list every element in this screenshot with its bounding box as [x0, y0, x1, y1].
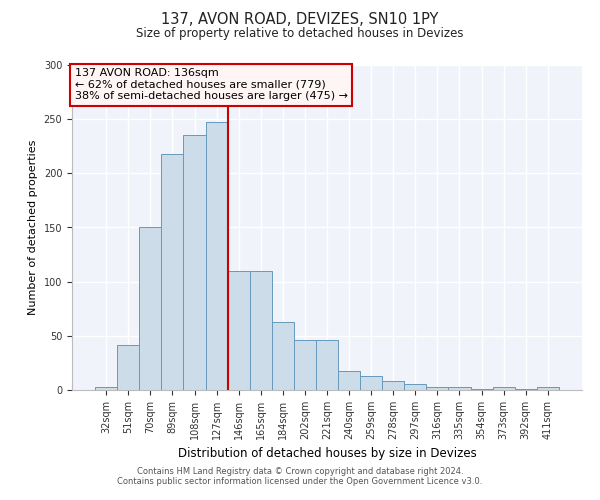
Bar	[427, 387, 448, 390]
Bar	[537, 387, 559, 390]
Bar	[338, 370, 360, 390]
Bar	[294, 340, 316, 390]
Bar	[139, 228, 161, 390]
Text: 137, AVON ROAD, DEVIZES, SN10 1PY: 137, AVON ROAD, DEVIZES, SN10 1PY	[161, 12, 439, 28]
Bar	[206, 122, 227, 390]
Bar	[184, 136, 206, 390]
Bar	[470, 389, 493, 390]
Y-axis label: Number of detached properties: Number of detached properties	[28, 140, 38, 315]
Bar	[272, 322, 294, 390]
Bar	[382, 382, 404, 390]
Bar	[360, 376, 382, 390]
Bar	[227, 271, 250, 390]
Text: Contains HM Land Registry data © Crown copyright and database right 2024.: Contains HM Land Registry data © Crown c…	[137, 467, 463, 476]
Text: Contains public sector information licensed under the Open Government Licence v3: Contains public sector information licen…	[118, 477, 482, 486]
Bar	[404, 384, 427, 390]
Text: 137 AVON ROAD: 136sqm
← 62% of detached houses are smaller (779)
38% of semi-det: 137 AVON ROAD: 136sqm ← 62% of detached …	[74, 68, 347, 102]
Bar	[316, 340, 338, 390]
Bar	[117, 344, 139, 390]
Bar	[493, 387, 515, 390]
Bar	[95, 387, 117, 390]
Bar	[515, 389, 537, 390]
Bar	[250, 271, 272, 390]
Bar	[448, 387, 470, 390]
Text: Size of property relative to detached houses in Devizes: Size of property relative to detached ho…	[136, 28, 464, 40]
Bar	[161, 154, 184, 390]
X-axis label: Distribution of detached houses by size in Devizes: Distribution of detached houses by size …	[178, 448, 476, 460]
